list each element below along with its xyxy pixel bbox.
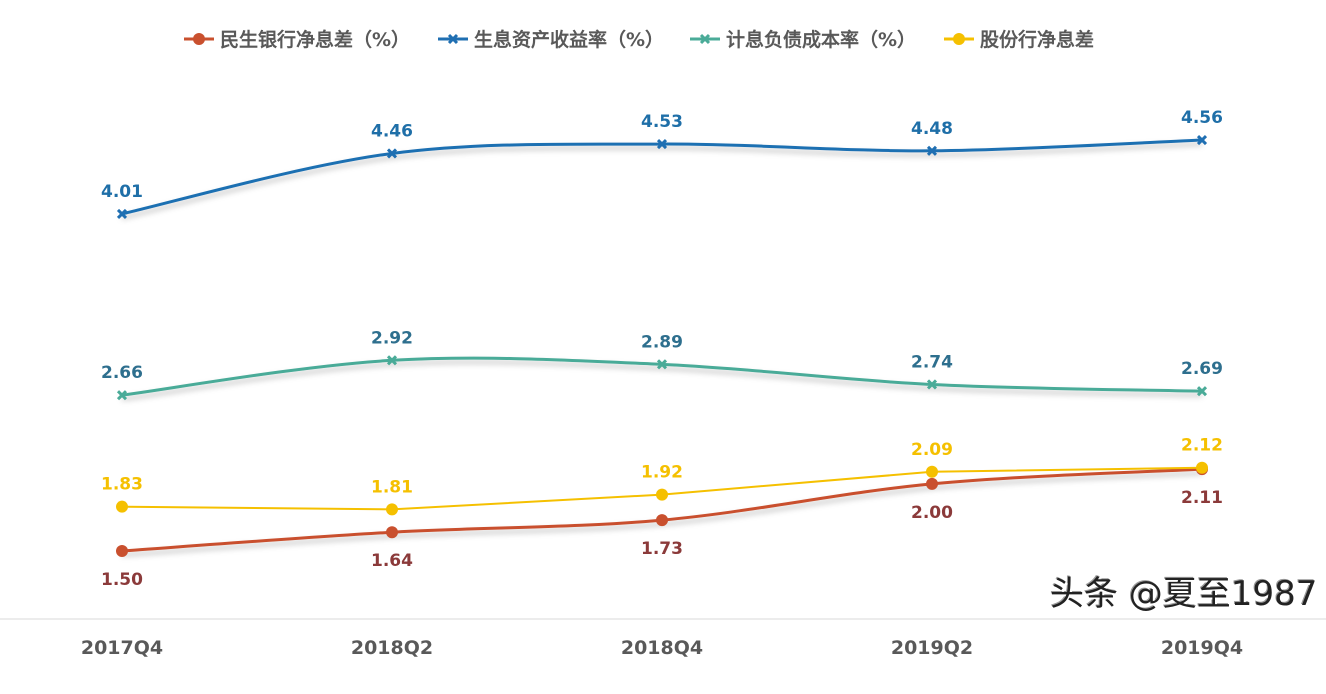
x-tick-label: 2018Q4 (621, 637, 703, 659)
legend-marker-icon (699, 33, 711, 45)
legend-label: 股份行净息差 (980, 28, 1094, 51)
data-label: 4.01 (101, 182, 143, 202)
data-point (1196, 461, 1208, 474)
x-tick-label: 2017Q4 (81, 637, 163, 659)
data-label: 4.56 (1181, 108, 1223, 128)
data-point (386, 355, 398, 366)
data-label: 1.73 (641, 539, 683, 559)
data-label: 1.83 (101, 475, 143, 495)
data-label: 2.92 (371, 328, 413, 348)
data-point (926, 465, 938, 478)
data-label: 2.09 (911, 440, 953, 460)
legend-marker-icon (447, 33, 459, 45)
data-point (386, 148, 398, 159)
data-point (926, 145, 938, 156)
data-point (656, 514, 668, 527)
legend-item: 计息负债成本率（%） (690, 28, 916, 51)
data-point (116, 545, 128, 557)
legend-label: 民生银行净息差（%） (220, 28, 410, 51)
data-point (116, 208, 128, 219)
data-label: 2.89 (641, 332, 683, 352)
data-label: 4.46 (371, 121, 413, 141)
data-label: 2.00 (911, 503, 953, 523)
data-label: 2.11 (1181, 488, 1223, 508)
data-label: 1.81 (371, 477, 413, 497)
data-point (116, 390, 128, 401)
data-point (386, 503, 398, 516)
legend-marker-icon (193, 33, 205, 45)
watermark: 头条 @夏至1987 (1050, 574, 1318, 614)
data-point (1196, 134, 1208, 146)
series-line (121, 138, 1203, 216)
series-0: 1.50 1.64 1.73 2.00 2.11 (101, 463, 1223, 590)
legend-marker-icon (953, 33, 965, 45)
data-label: 4.53 (641, 112, 683, 132)
data-label: 4.48 (911, 119, 953, 139)
data-point (116, 500, 128, 513)
data-point (656, 359, 668, 370)
data-label: 2.66 (101, 363, 143, 383)
legend: 民生银行净息差（%） 生息资产收益率（%） 计息负债成本率（%） 股份行净息差 (184, 28, 1094, 51)
x-tick-label: 2018Q2 (351, 637, 433, 659)
data-label: 1.92 (641, 463, 683, 483)
data-point (656, 488, 668, 501)
legend-item: 股份行净息差 (944, 28, 1094, 51)
data-point (1196, 386, 1208, 397)
data-label: 1.50 (101, 570, 143, 590)
x-axis-ticks: 2017Q4 2018Q2 2018Q4 2019Q2 2019Q4 (81, 637, 1243, 659)
x-tick-label: 2019Q4 (1161, 637, 1243, 659)
legend-item: 生息资产收益率（%） (438, 28, 664, 51)
data-label: 2.12 (1181, 436, 1223, 456)
legend-label: 计息负债成本率（%） (726, 28, 916, 51)
legend-item: 民生银行净息差（%） (184, 28, 410, 51)
data-label: 1.64 (371, 551, 413, 571)
legend-label: 生息资产收益率（%） (474, 28, 664, 51)
data-label: 2.74 (911, 352, 953, 372)
data-point (926, 379, 938, 390)
x-tick-label: 2019Q2 (891, 637, 973, 659)
data-label: 2.69 (1181, 359, 1223, 379)
data-point (656, 139, 668, 150)
data-point (926, 477, 938, 490)
series-2: 2.66 2.92 2.89 2.74 2.69 (101, 328, 1223, 401)
data-point (386, 526, 398, 539)
series-1: 4.01 4.46 4.53 4.48 4.56 (101, 108, 1223, 219)
series-3: 1.83 1.81 1.92 2.09 2.12 (101, 436, 1223, 516)
